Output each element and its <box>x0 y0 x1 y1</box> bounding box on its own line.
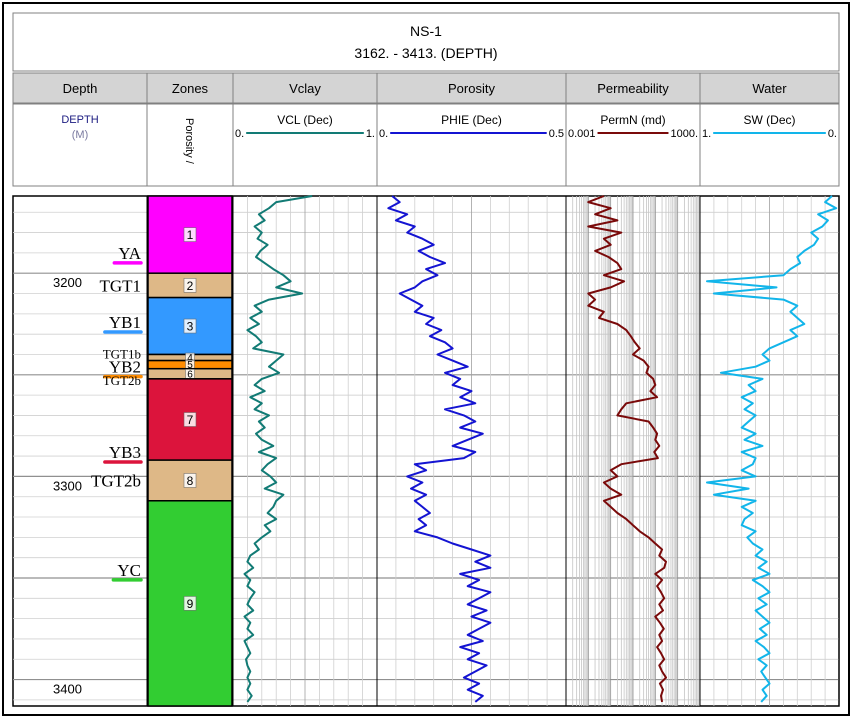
depth-range-subtitle: 3162. - 3413. (DEPTH) <box>354 45 497 61</box>
zone-number-6: 6 <box>187 369 193 380</box>
zone-number-7: 7 <box>187 413 194 427</box>
zone-number-box <box>183 278 197 293</box>
zone-number-box <box>183 596 197 611</box>
track-header-row: Depth Zones Vclay Porosity Permeability Water <box>12 72 840 104</box>
porosity-curve-label: PHIE (Dec) <box>441 113 502 127</box>
porosity-scale-left: 0. <box>379 128 388 140</box>
curve-header-cell <box>146 103 234 187</box>
permeability-curve-label: PermN (md) <box>600 113 665 127</box>
depth-unit: (M) <box>72 129 89 141</box>
depth-mnemonic: DEPTH <box>61 114 98 126</box>
curve-header-cell <box>565 103 701 187</box>
zone-number-box <box>183 318 197 334</box>
track-header-cell <box>12 72 148 104</box>
track-header-cell <box>376 72 567 104</box>
vclay-scale-left: 0. <box>235 128 244 140</box>
zone-marker-tgt1: TGT1 <box>99 276 141 295</box>
track-header-cell <box>699 72 840 104</box>
water-scale-right: 0. <box>828 128 837 140</box>
title-box <box>12 12 840 72</box>
depth-tick-label: 3300 <box>53 478 82 493</box>
zone-number-2: 2 <box>187 279 194 293</box>
curve-header-cell <box>699 103 840 187</box>
curve-header-row: DEPTH (M) Porosity / VCL (Dec) 0. 1. PHIE (Dec… <box>12 103 840 187</box>
track-header-zones: Zones <box>172 81 209 96</box>
curve-header-cell <box>12 103 148 187</box>
zone-marker-yb2: YB2 <box>109 358 141 377</box>
zone-number-4: 4 <box>187 353 193 364</box>
track-header-permeability: Permeability <box>597 81 669 96</box>
well-title: NS-1 <box>410 23 442 39</box>
permeability-scale-left: 0.001 <box>568 128 596 140</box>
zone-marker-yb3: YB3 <box>109 443 141 462</box>
zone-marker-tgt2b: TGT2b <box>91 471 141 490</box>
track-header-cell <box>565 72 701 104</box>
track-header-cell <box>146 72 234 104</box>
porosity-curve <box>387 195 492 703</box>
permeability-curve <box>587 195 667 703</box>
zone-number-box <box>183 412 197 427</box>
vclay-scale-right: 1. <box>366 128 375 140</box>
zone-number-8: 8 <box>187 474 194 488</box>
zones-curve-label: Porosity / <box>183 118 195 165</box>
depth-tick-label: 3400 <box>53 682 82 697</box>
track-header-vclay: Vclay <box>289 81 321 96</box>
water-curve-label: SW (Dec) <box>744 113 796 127</box>
zone-number-5: 5 <box>187 360 193 371</box>
curve-header-cell <box>232 103 378 187</box>
zone-marker-yc: YC <box>117 561 141 580</box>
zone-marker-tgt1b: TGT1b <box>103 346 141 361</box>
zone-number-1: 1 <box>187 228 194 242</box>
track-header-porosity: Porosity <box>448 81 495 96</box>
zone-marker-ya: YA <box>118 244 141 263</box>
depth-tick-label: 3200 <box>53 275 82 290</box>
zone-marker-yb1: YB1 <box>109 313 141 332</box>
zone-number-box <box>183 473 197 488</box>
track-header-depth: Depth <box>63 81 98 96</box>
vclay-curve-label: VCL (Dec) <box>277 113 333 127</box>
permeability-scale-right: 1000. <box>670 128 698 140</box>
zone-marker-tgt2b: TGT2b <box>103 373 141 388</box>
track-header-water: Water <box>752 81 787 96</box>
zone-number-3: 3 <box>187 320 194 334</box>
vclay-curve <box>243 195 313 703</box>
water-scale-left: 1. <box>702 128 711 140</box>
plot-area: 320033003400123456789YATGT1YB1TGT1bYB2TG… <box>12 195 840 707</box>
zone-number-9: 9 <box>187 597 194 611</box>
water-curve <box>706 195 838 703</box>
porosity-scale-right: 0.5 <box>549 128 564 140</box>
zone-number-box <box>183 227 197 242</box>
